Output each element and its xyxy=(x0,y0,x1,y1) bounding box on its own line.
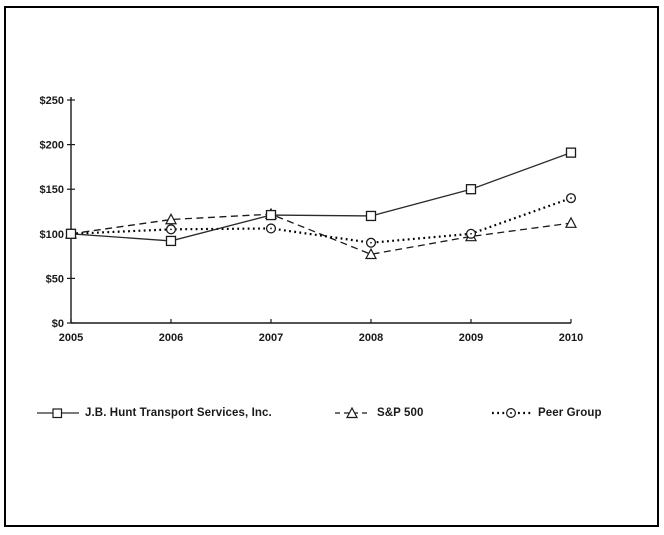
data-marker-triangle xyxy=(565,216,577,228)
page-border xyxy=(4,6,659,527)
y-axis-label: $200 xyxy=(40,140,64,152)
legend-item-jb-hunt: J.B. Hunt Transport Services, Inc. xyxy=(37,402,272,424)
x-axis-label: 2005 xyxy=(59,332,83,344)
dotted-line-circle-marker-icon xyxy=(492,407,532,419)
data-marker-square xyxy=(165,235,177,247)
x-axis-label: 2007 xyxy=(259,332,283,344)
data-marker-triangle xyxy=(365,247,377,260)
legend-label-peer-group: Peer Group xyxy=(538,407,602,419)
legend-label-sp500: S&P 500 xyxy=(377,407,424,419)
data-marker-circle-dot xyxy=(270,227,272,230)
data-marker-circle-dot xyxy=(170,228,172,231)
data-marker-square xyxy=(65,228,77,239)
x-axis-label: 2006 xyxy=(159,332,183,344)
series-line-square xyxy=(70,152,572,242)
data-marker-square xyxy=(365,210,377,222)
data-marker-square xyxy=(465,184,477,195)
y-axis-label: $0 xyxy=(52,318,64,330)
y-axis-label: $100 xyxy=(40,229,64,241)
chart-legend: J.B. Hunt Transport Services, Inc. S&P 5… xyxy=(0,402,664,424)
data-marker-circle-dot xyxy=(370,241,372,244)
y-axis-label: $50 xyxy=(46,273,64,285)
x-axis-label: 2009 xyxy=(459,332,483,344)
legend-item-sp500: S&P 500 xyxy=(335,402,424,424)
legend-item-peer-group: Peer Group xyxy=(492,402,602,424)
y-axis-label: $150 xyxy=(40,184,64,196)
y-axis-label: $250 xyxy=(40,95,64,107)
data-marker-triangle xyxy=(165,213,177,225)
series-line-triangle xyxy=(70,213,572,255)
data-marker-circle-dot xyxy=(470,232,472,235)
data-marker-square xyxy=(565,147,577,158)
series-line-circle-dot xyxy=(70,197,572,244)
legend-label-jb-hunt: J.B. Hunt Transport Services, Inc. xyxy=(85,407,272,419)
x-axis-label: 2010 xyxy=(559,332,583,344)
x-axis-label: 2008 xyxy=(359,332,383,344)
dashed-line-triangle-marker-icon xyxy=(335,407,371,419)
data-marker-square xyxy=(265,209,277,221)
solid-line-square-marker-icon xyxy=(37,408,79,419)
data-marker-circle-dot xyxy=(570,197,572,200)
